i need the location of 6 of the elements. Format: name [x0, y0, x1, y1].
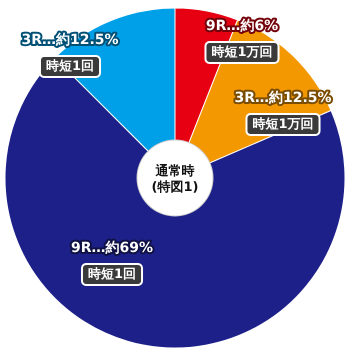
text: 通常時 (特図1): [152, 163, 198, 195]
slice-label: 時短1万回: [252, 117, 314, 132]
slice-label: 時短1回: [46, 59, 94, 74]
slice-label: 時短1回: [88, 267, 136, 282]
slice-label: 時短1万回: [211, 45, 273, 60]
data-label: 9R…約69%: [70, 240, 154, 256]
